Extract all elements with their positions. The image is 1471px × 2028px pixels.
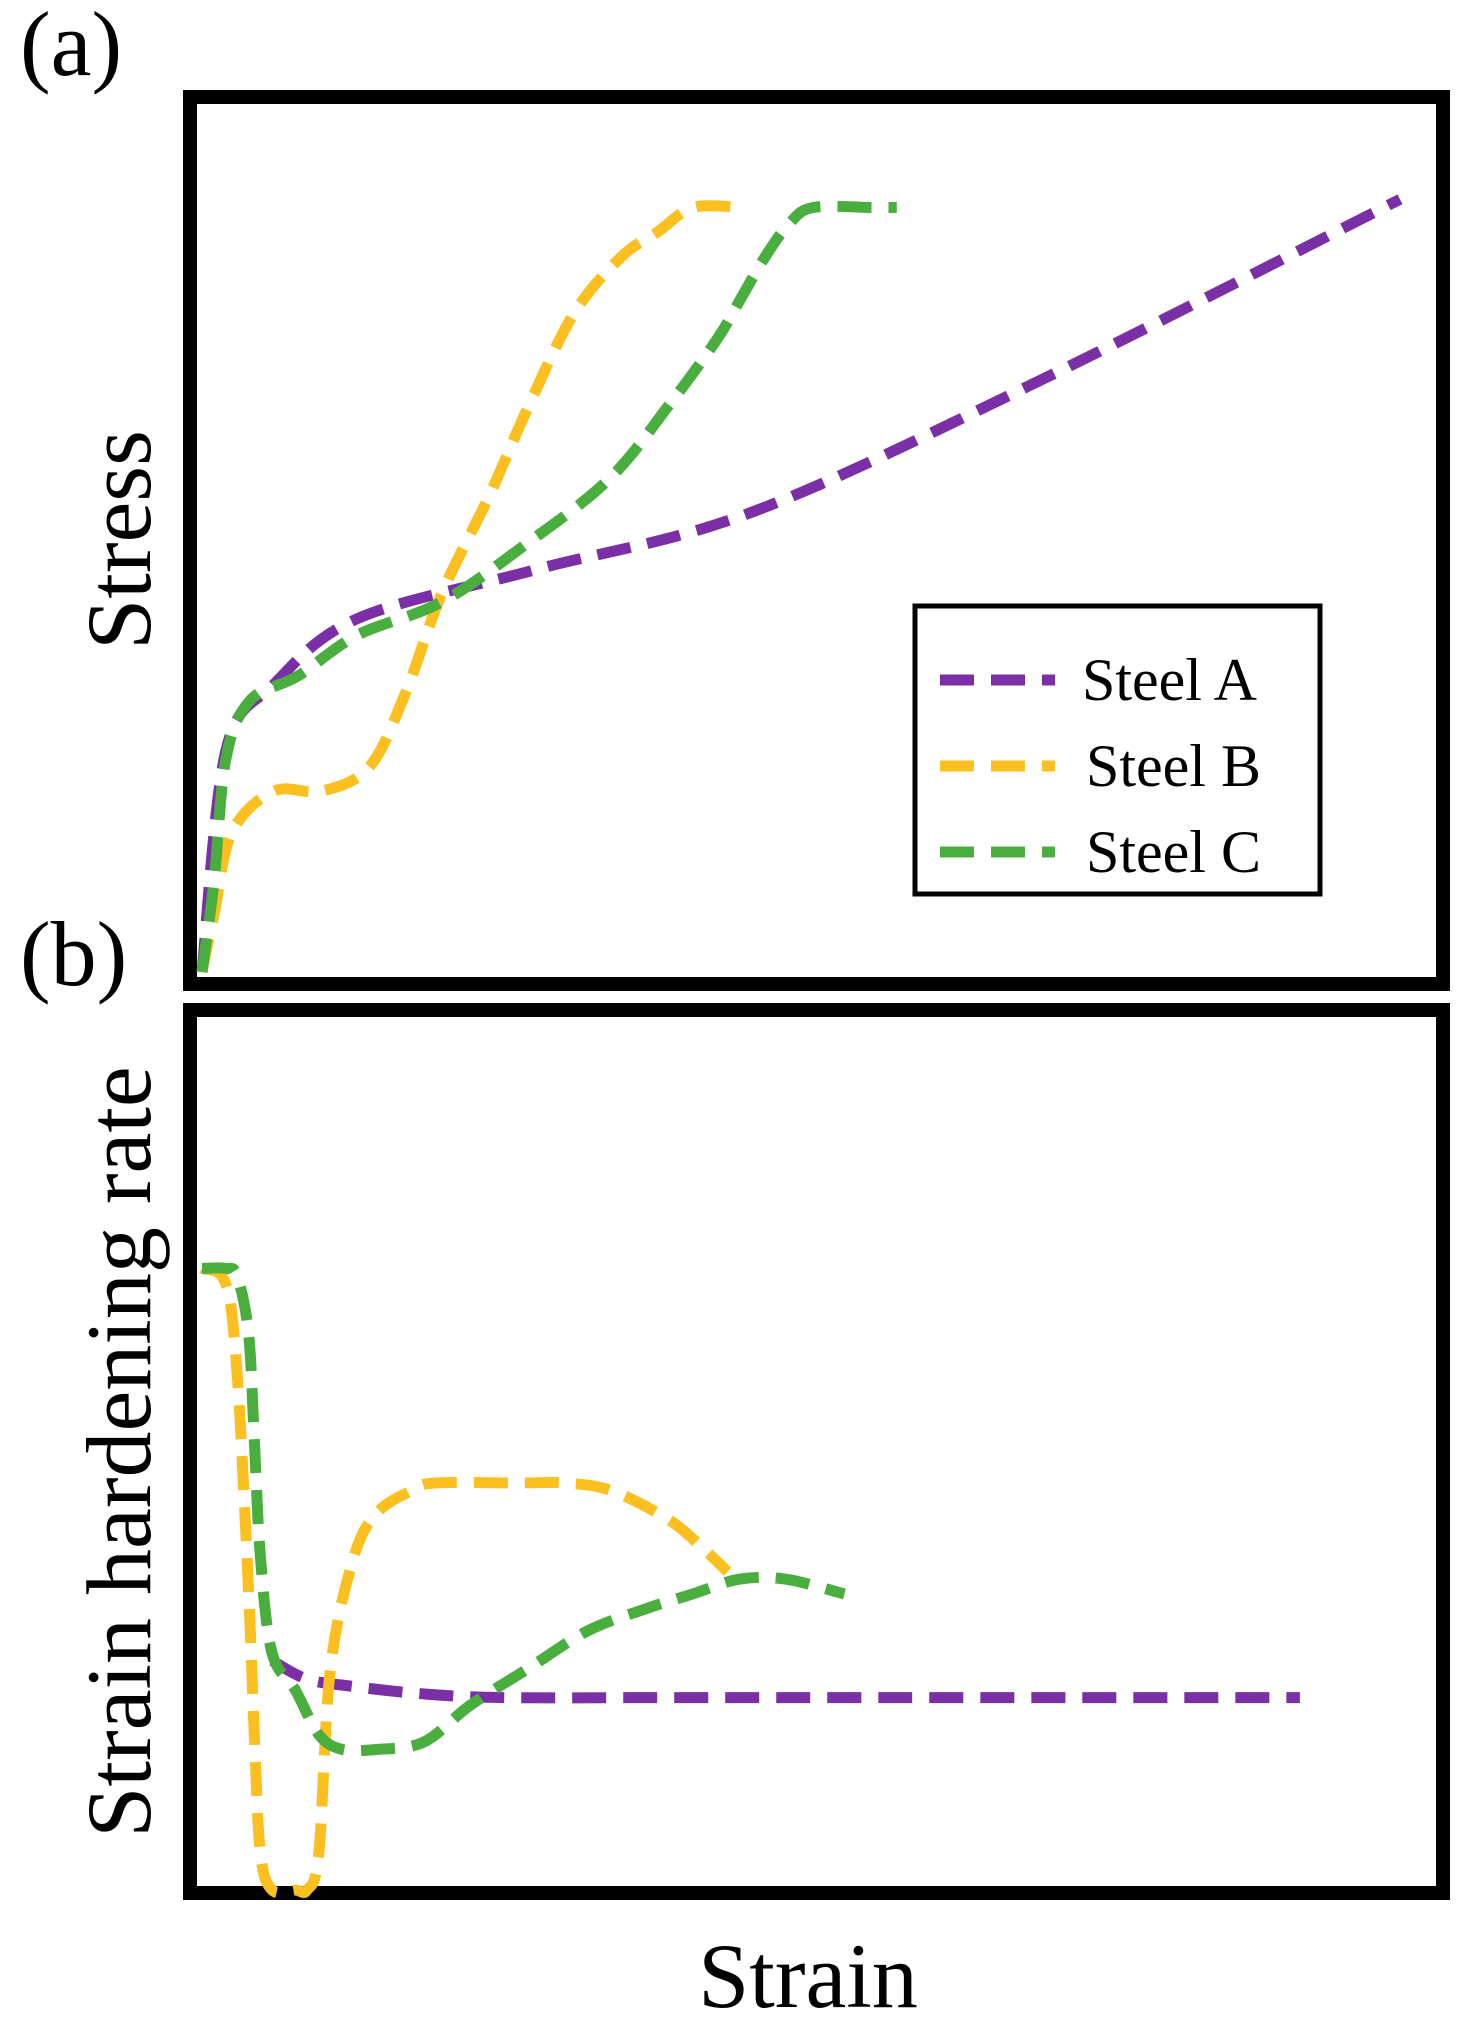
legend-label-steel-a: Steel A (1082, 647, 1257, 713)
panel-a: (a) Stress Steel A Steel B Steel C (20, 0, 1450, 991)
panel-b-label: (b) (20, 903, 127, 1005)
panel-b-plot-area (199, 1262, 1300, 1899)
panel-b-y-axis-label: Strain hardening rate (68, 1066, 170, 1838)
panel-a-label: (a) (20, 0, 122, 95)
legend-label-steel-b: Steel B (1086, 733, 1261, 799)
x-axis-label: Strain (698, 1925, 918, 2027)
series-line-steel-c-panel-b (201, 1262, 846, 1757)
panel-a-frame (183, 90, 1450, 991)
legend-frame (912, 603, 1323, 897)
legend: Steel A Steel B Steel C (912, 603, 1323, 897)
series-line-steel-c-panel-a (196, 200, 897, 973)
series-line-steel-b-panel-a (196, 200, 742, 974)
series-line-steel-a-panel-b (269, 1655, 1300, 1704)
panel-b-frame (183, 1003, 1450, 1900)
panel-a-plot-area (196, 194, 1403, 974)
panel-a-y-axis-label: Stress (68, 430, 170, 650)
panel-b: (b) Strain hardening rate Strain (20, 903, 1450, 2027)
series-line-steel-b-panel-b (199, 1263, 732, 1899)
series-line-steel-a-panel-a (196, 194, 1403, 973)
legend-label-steel-c: Steel C (1086, 819, 1261, 885)
